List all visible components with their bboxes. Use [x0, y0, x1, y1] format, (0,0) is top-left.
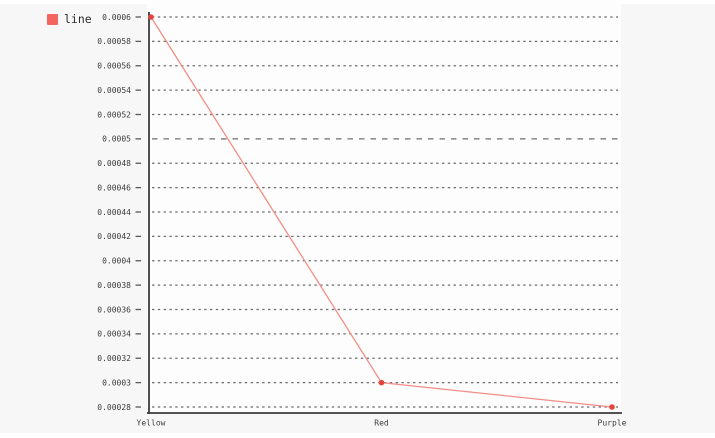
y-tick-label: 0.00058	[97, 37, 131, 46]
x-category-label: Red	[374, 419, 389, 428]
y-tick-label: 0.00052	[97, 110, 131, 119]
y-tick-label: 0.00042	[97, 232, 131, 241]
y-tick-label: 0.00046	[97, 183, 131, 192]
y-tick-label: 0.0003	[102, 378, 131, 387]
y-tick-label: 0.00034	[97, 330, 131, 339]
y-tick-label: 0.00028	[97, 403, 131, 412]
y-tick-label: 0.00038	[97, 281, 131, 290]
x-category-label: Purple	[598, 419, 627, 428]
y-tick-label: 0.0005	[102, 135, 131, 144]
x-category-label: Yellow	[137, 419, 166, 428]
y-tick-label: 0.00054	[97, 86, 131, 95]
y-tick-label: 0.0006	[102, 13, 131, 22]
y-tick-label: 0.00048	[97, 159, 131, 168]
data-point-marker	[378, 379, 385, 386]
data-point-marker	[609, 404, 615, 410]
y-tick-label: 0.00036	[97, 305, 131, 314]
y-tick-label: 0.00056	[97, 62, 131, 71]
plot-background	[147, 0, 621, 413]
y-tick-label: 0.00032	[97, 354, 131, 363]
y-tick-label: 0.0004	[102, 257, 131, 266]
y-tick-label: 0.00044	[97, 208, 131, 217]
legend-series-label: line	[64, 12, 92, 26]
chart-legend: line	[47, 12, 92, 26]
legend-swatch-icon	[47, 14, 58, 26]
data-point-marker	[148, 14, 154, 20]
